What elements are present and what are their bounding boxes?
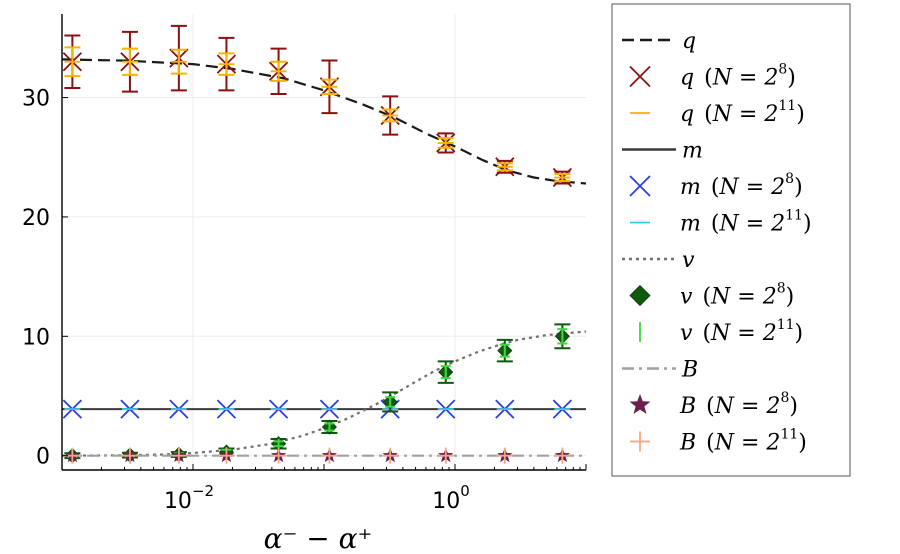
legend-entry: v xyxy=(622,248,695,273)
legend-label: v (N = 211) xyxy=(680,317,803,346)
legend-entry: B (N = 211) xyxy=(630,427,807,456)
data-point xyxy=(121,447,138,464)
legend-label: q (N = 28) xyxy=(680,62,796,91)
legend-entry: m (N = 211) xyxy=(630,208,812,237)
data-point xyxy=(437,447,454,464)
legend: q q (N = 28) q (N = 211) m m (N = 28) m (N = 211)… xyxy=(611,3,851,477)
curve-q xyxy=(61,58,587,185)
data-point xyxy=(496,447,513,464)
legend-label: m (N = 28) xyxy=(680,171,803,200)
legend-label: B (N = 211) xyxy=(679,427,807,456)
legend-entry: B (N = 28) xyxy=(629,390,798,419)
data-point xyxy=(321,447,338,464)
legend-entry: v (N = 28) xyxy=(629,281,794,310)
data-point xyxy=(382,447,399,464)
x-tick-label: 100 xyxy=(432,482,470,514)
legend-label: m (N = 211) xyxy=(680,208,812,237)
legend-marker-x xyxy=(629,175,651,197)
series-7 xyxy=(64,447,571,464)
data-point xyxy=(554,447,571,464)
axes xyxy=(61,14,587,471)
x-axis-label: α⁻ − α⁺ xyxy=(264,522,373,554)
legend-label: B xyxy=(681,358,698,383)
legend-box xyxy=(611,3,851,477)
legend-marker-diamond xyxy=(629,284,651,307)
y-tick-label: 10 xyxy=(22,325,50,350)
legend-entry: m (N = 28) xyxy=(629,171,803,200)
y-tick-label: 20 xyxy=(22,206,50,231)
legend-label: B (N = 28) xyxy=(679,390,798,419)
data-point xyxy=(270,447,287,464)
x-axis-label-group: α⁻ − α⁺ xyxy=(264,522,373,554)
legend-entry: q xyxy=(622,29,696,54)
x-tick-label: 10−2 xyxy=(164,482,214,514)
legend-label: v xyxy=(682,248,695,273)
tick-labels: 0 10 20 30 10−2 100 xyxy=(22,87,470,514)
curve-v xyxy=(61,330,587,457)
legend-label: q xyxy=(682,29,696,54)
y-tick-label: 0 xyxy=(36,445,50,470)
legend-marker-x xyxy=(629,65,651,88)
legend-entry: B xyxy=(622,358,698,383)
legend-label: m xyxy=(682,139,703,164)
series-1 xyxy=(64,46,571,183)
legend-entry: q (N = 211) xyxy=(630,98,805,127)
data-point xyxy=(218,447,235,464)
legend-entry: v (N = 211) xyxy=(639,317,803,346)
y-tick-label: 30 xyxy=(22,87,50,112)
grid xyxy=(62,14,586,470)
data-point xyxy=(170,447,187,464)
legend-marker-star xyxy=(629,394,651,414)
legend-entry: q (N = 28) xyxy=(629,62,796,91)
legend-label: q (N = 211) xyxy=(680,98,805,127)
data-markers xyxy=(62,24,572,464)
legend-entry: m xyxy=(622,139,703,164)
legend-marker-plus xyxy=(630,431,650,452)
legend-label: v (N = 28) xyxy=(680,281,794,310)
